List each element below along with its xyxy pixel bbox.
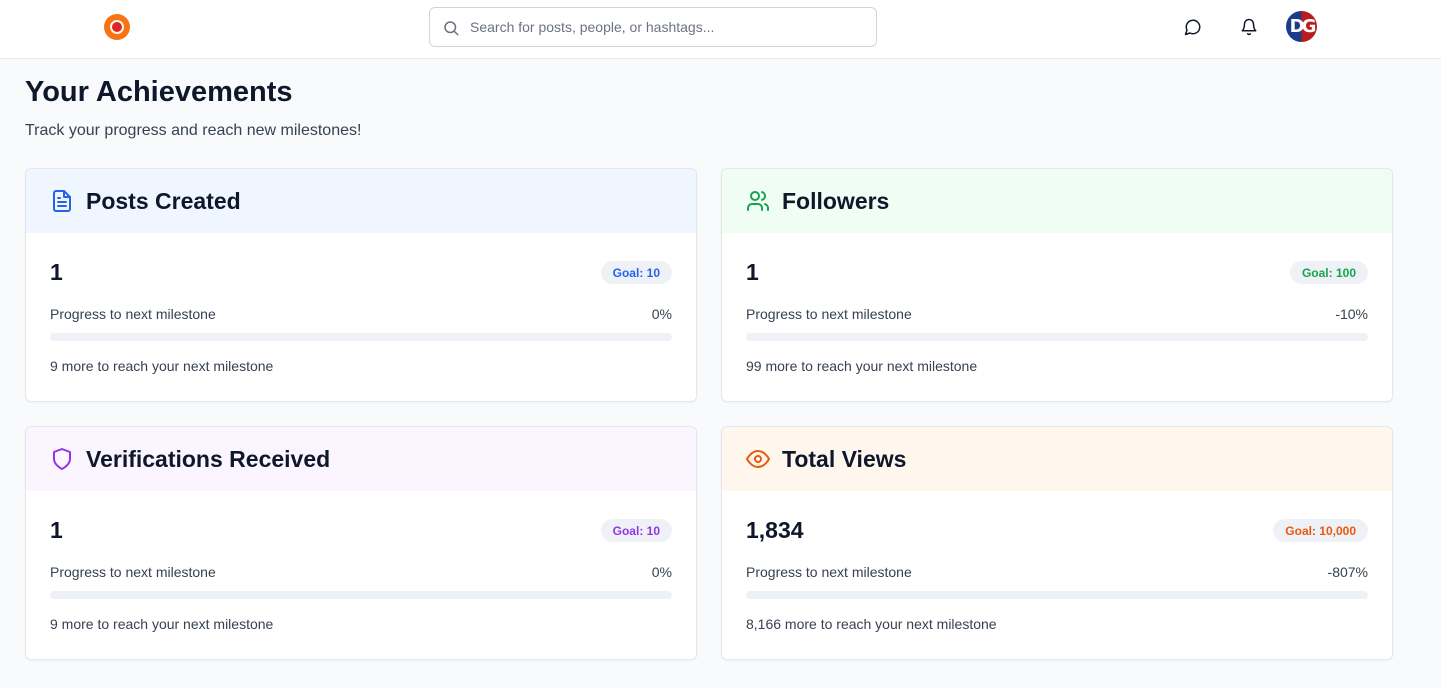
avatar-initials: DG: [1289, 16, 1317, 37]
shield-icon: [53, 448, 71, 470]
notifications-button[interactable]: [1236, 14, 1262, 40]
eye-icon: [746, 450, 770, 468]
card-header: Total Views: [722, 427, 1392, 491]
page-title: Your Achievements: [25, 76, 293, 108]
remaining-text: 9 more to reach your next milestone: [50, 616, 274, 632]
card-header: Followers: [722, 169, 1392, 233]
achievement-card-verifications: Verifications Received 1 Goal: 10 Progre…: [25, 426, 697, 660]
progress-label: Progress to next milestone: [50, 564, 216, 580]
users-icon: [747, 191, 769, 211]
progress-percent: 0%: [651, 564, 672, 580]
card-header: Verifications Received: [26, 427, 696, 491]
card-title: Followers: [782, 187, 890, 214]
card-value: 1: [50, 259, 63, 285]
card-title: Verifications Received: [86, 445, 331, 472]
search-icon: [444, 21, 459, 36]
message-icon: [1184, 19, 1201, 36]
goal-badge: Goal: 10: [600, 261, 672, 284]
card-title: Posts Created: [86, 187, 241, 214]
card-title: Total Views: [782, 445, 907, 472]
remaining-text: 99 more to reach your next milestone: [746, 358, 978, 374]
messages-button[interactable]: [1180, 14, 1206, 40]
search-box[interactable]: [429, 7, 877, 47]
achievement-card-views: Total Views 1,834 Goal: 10,000 Progress …: [721, 426, 1393, 660]
logo-inner: [110, 20, 124, 34]
search-input[interactable]: [470, 8, 870, 46]
card-value: 1,834: [746, 517, 804, 543]
user-avatar[interactable]: DG: [1286, 11, 1317, 42]
page-subtitle: Track your progress and reach new milest…: [25, 122, 362, 139]
progress-bar: [50, 333, 672, 341]
progress-label: Progress to next milestone: [746, 306, 912, 322]
card-value: 1: [50, 517, 63, 543]
achievement-card-posts: Posts Created 1 Goal: 10 Progress to nex…: [25, 168, 697, 402]
goal-badge: Goal: 10: [600, 519, 672, 542]
progress-percent: 0%: [651, 306, 672, 322]
remaining-text: 8,166 more to reach your next milestone: [746, 616, 997, 632]
progress-label: Progress to next milestone: [746, 564, 912, 580]
progress-label: Progress to next milestone: [50, 306, 216, 322]
top-bar: DG: [0, 0, 1441, 59]
progress-bar: [746, 333, 1368, 341]
progress-percent: -10%: [1335, 306, 1368, 322]
progress-percent: -807%: [1327, 564, 1368, 580]
goal-badge: Goal: 100: [1289, 261, 1368, 284]
progress-bar: [746, 591, 1368, 599]
card-header: Posts Created: [26, 169, 696, 233]
card-value: 1: [746, 259, 759, 285]
remaining-text: 9 more to reach your next milestone: [50, 358, 274, 374]
app-logo-icon[interactable]: [104, 14, 130, 40]
bell-icon: [1241, 18, 1257, 36]
progress-bar: [50, 591, 672, 599]
achievement-card-followers: Followers 1 Goal: 100 Progress to next m…: [721, 168, 1393, 402]
goal-badge: Goal: 10,000: [1273, 519, 1368, 542]
document-icon: [53, 190, 71, 212]
